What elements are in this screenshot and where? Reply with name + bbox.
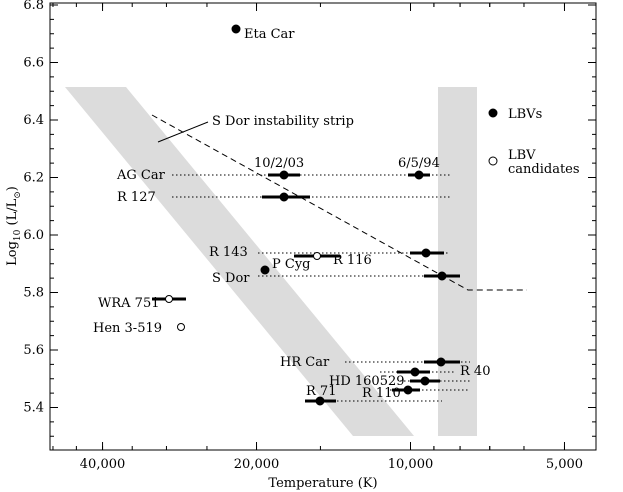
marker-r-40: [410, 367, 420, 377]
marker-wra-751: [165, 295, 173, 303]
label-r-110: R 110: [362, 386, 401, 401]
label-r-127: R 127: [117, 190, 156, 205]
label-hen-3-519: Hen 3-519: [93, 321, 162, 336]
marker-p-cyg: [260, 265, 270, 275]
y-tick-label: 5.8: [23, 286, 44, 301]
x-tick-label: 10,000: [388, 457, 434, 472]
marker-r-116: [313, 252, 321, 260]
label-wra-751: WRA 751: [98, 296, 159, 311]
instability-strip-dashed-line: [151, 114, 527, 291]
label-r-40: R 40: [460, 364, 490, 379]
label-r-116: R 116: [333, 253, 372, 268]
x-tick-label: 5,000: [546, 457, 583, 472]
x-axis-ticks: 40,000 20,000 10,000 5,000: [52, 3, 583, 472]
y-tick-label: 5.4: [23, 401, 44, 416]
legend-label-lbv-candidates: LBV candidates: [508, 148, 580, 177]
marker-r-71: [315, 396, 325, 406]
legend-label-lbvs: LBVs: [508, 107, 542, 122]
instability-strip-pointer: [157, 121, 209, 143]
star-labels: Eta Car 10/2/03 6/5/94 AG Car R 127 R 14…: [93, 27, 490, 401]
diagonal-instability-band: [65, 87, 414, 436]
x-axis-title: Temperature (K): [268, 476, 377, 491]
label-r-143: R 143: [209, 245, 248, 260]
label-r-71: R 71: [306, 384, 336, 399]
y-axis-title-log: Log: [5, 241, 20, 266]
label-date-6-5-94: 6/5/94: [398, 156, 440, 171]
instability-strip-label: S Dor instability strip: [212, 114, 354, 129]
marker-r-110: [403, 385, 413, 395]
legend-marker-lbvs: [488, 108, 498, 118]
label-date-10-2-03: 10/2/03: [254, 156, 304, 171]
marker-hd-160529: [420, 376, 430, 386]
legend-label-line-1: LBV: [508, 148, 536, 163]
marker-r-127: [279, 192, 289, 202]
plot-frame: [49, 2, 597, 451]
y-axis-title: Log10 (L/L⊙): [5, 186, 23, 266]
label-s-dor: S Dor: [212, 271, 250, 286]
label-hd-160529: HD 160529: [329, 374, 405, 389]
y-tick-label: 6.2: [23, 171, 44, 186]
marker-r-143: [421, 248, 431, 258]
marker-ag-car-cool: [414, 170, 424, 180]
x-tick-label: 40,000: [80, 457, 126, 472]
label-eta-car: Eta Car: [244, 27, 295, 42]
vertical-instability-band: [438, 87, 477, 436]
legend-label-line-2: candidates: [508, 162, 580, 177]
marker-hen-3-519: [177, 323, 185, 331]
marker-s-dor: [437, 271, 447, 281]
x-tick-label: 20,000: [234, 457, 280, 472]
legend-marker-lbv-candidates: [488, 156, 498, 166]
star-markers: [165, 24, 447, 406]
y-tick-label: 5.6: [23, 343, 44, 358]
y-tick-label: 6.6: [23, 56, 44, 71]
y-axis-title-sun: ⊙: [13, 191, 23, 199]
label-p-cyg: P Cyg: [272, 257, 311, 272]
label-ag-car: AG Car: [116, 168, 166, 183]
legend: LBVs LBV candidates: [488, 107, 580, 177]
y-tick-label: 6.4: [23, 113, 44, 128]
y-tick-label: 6.8: [23, 0, 44, 13]
marker-ag-car-hot: [279, 170, 289, 180]
y-axis-ticks: 5.4 5.6 5.8 6.0 6.2 6.4 6.6 6.8: [23, 0, 596, 437]
y-tick-label: 6.0: [23, 228, 44, 243]
y-axis-title-close: ): [5, 186, 20, 191]
label-hr-car: HR Car: [280, 355, 330, 370]
marker-hr-car: [436, 357, 446, 367]
y-axis-title-ratio: (L/L: [5, 198, 20, 229]
marker-eta-car: [231, 24, 241, 34]
y-axis-title-base: 10: [13, 229, 23, 241]
